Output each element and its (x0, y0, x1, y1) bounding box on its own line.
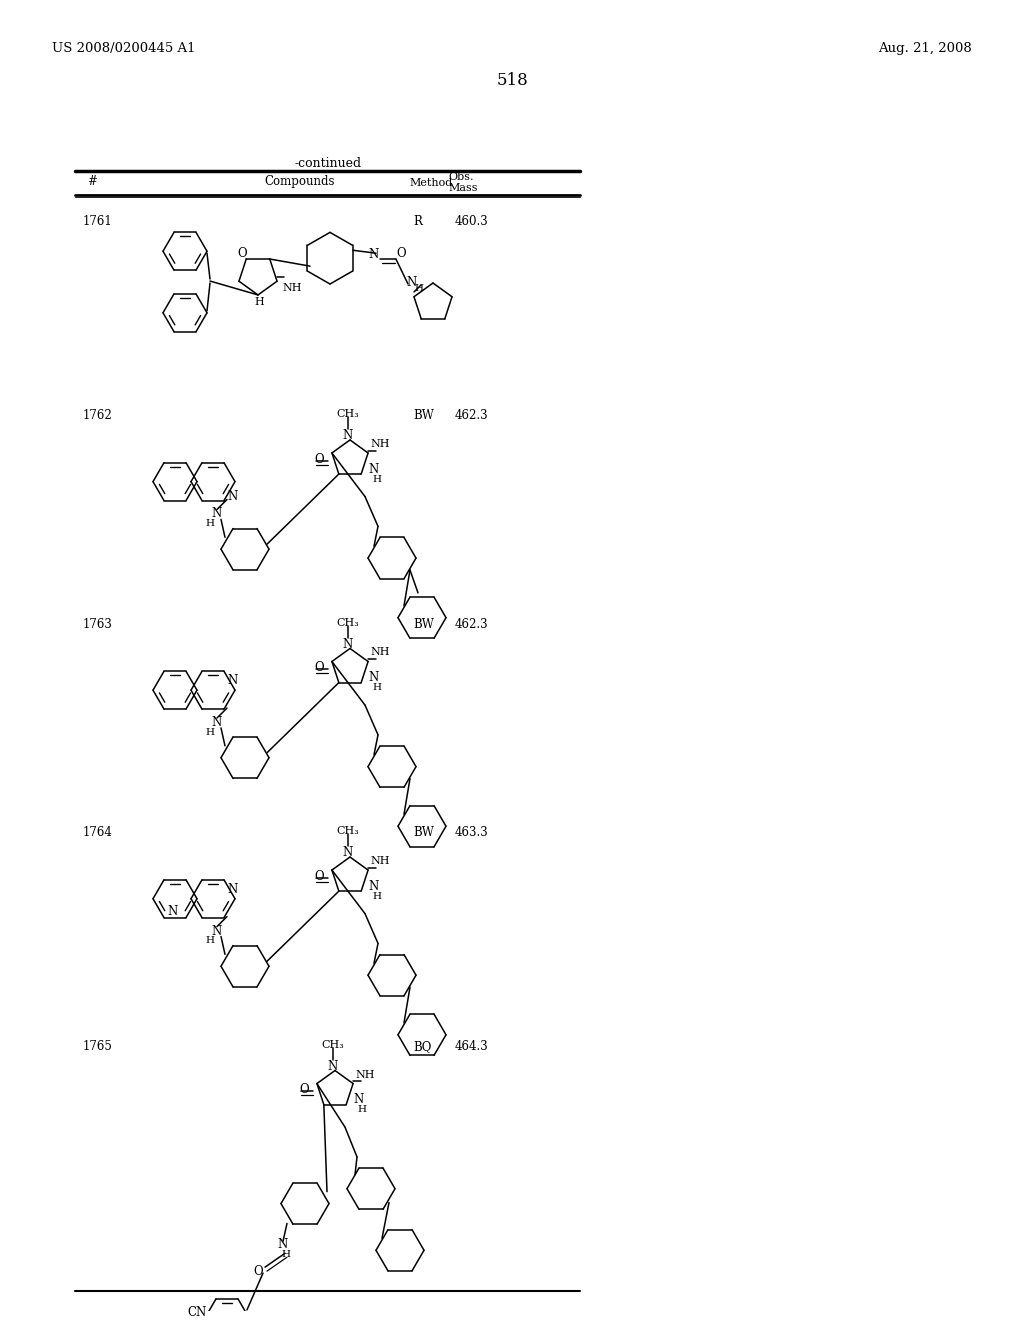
Text: H: H (254, 297, 264, 308)
Text: 460.3: 460.3 (455, 215, 488, 228)
Text: N: N (343, 638, 353, 651)
Text: BQ: BQ (413, 1040, 431, 1053)
Text: 1762: 1762 (83, 409, 113, 422)
Text: BW: BW (413, 618, 434, 631)
Text: -continued: -continued (295, 157, 361, 170)
Text: 462.3: 462.3 (455, 409, 488, 422)
Text: 1763: 1763 (83, 618, 113, 631)
Text: NH: NH (282, 282, 301, 293)
Text: NH: NH (370, 857, 389, 866)
Text: O: O (238, 247, 247, 260)
Text: N: N (211, 507, 221, 520)
Text: N: N (227, 675, 238, 688)
Text: CH₃: CH₃ (337, 618, 359, 628)
Text: O: O (314, 453, 324, 466)
Text: N: N (167, 904, 177, 917)
Text: H: H (357, 1105, 366, 1114)
Text: Aug. 21, 2008: Aug. 21, 2008 (879, 42, 972, 54)
Text: 463.3: 463.3 (455, 826, 488, 840)
Text: H: H (205, 936, 214, 945)
Text: N: N (227, 490, 238, 503)
Text: BW: BW (413, 409, 434, 422)
Text: NH: NH (370, 648, 389, 657)
Text: H: H (372, 684, 381, 692)
Text: NH: NH (355, 1069, 375, 1080)
Text: H: H (281, 1250, 290, 1259)
Text: N: N (343, 846, 353, 859)
Text: N: N (368, 880, 378, 892)
Text: N: N (353, 1093, 364, 1106)
Text: #: # (87, 174, 97, 187)
Text: N: N (368, 463, 378, 475)
Text: N: N (211, 924, 221, 937)
Text: N: N (369, 248, 379, 261)
Text: N: N (227, 883, 238, 896)
Text: 462.3: 462.3 (455, 618, 488, 631)
Text: 1764: 1764 (83, 826, 113, 840)
Text: CH₃: CH₃ (322, 1040, 344, 1049)
Text: O: O (253, 1265, 262, 1278)
Text: H: H (372, 892, 381, 900)
Text: US 2008/0200445 A1: US 2008/0200445 A1 (52, 42, 196, 54)
Text: NH: NH (370, 440, 389, 449)
Text: N: N (343, 429, 353, 442)
Text: CH₃: CH₃ (337, 409, 359, 420)
Text: O: O (396, 247, 406, 260)
Text: 464.3: 464.3 (455, 1040, 488, 1053)
Text: 518: 518 (496, 71, 528, 88)
Text: O: O (299, 1084, 308, 1097)
Text: H: H (414, 284, 423, 293)
Text: N: N (368, 672, 378, 684)
Text: R: R (413, 215, 422, 228)
Text: Compounds: Compounds (265, 174, 335, 187)
Text: O: O (314, 661, 324, 675)
Text: H: H (372, 475, 381, 483)
Text: BW: BW (413, 826, 434, 840)
Text: Obs.: Obs. (449, 172, 473, 182)
Text: O: O (314, 870, 324, 883)
Text: Mass: Mass (449, 182, 477, 193)
Text: CN: CN (187, 1305, 206, 1319)
Text: N: N (278, 1238, 288, 1251)
Text: N: N (211, 715, 221, 729)
Text: Method: Method (409, 178, 453, 187)
Text: 1765: 1765 (83, 1040, 113, 1053)
Text: H: H (205, 727, 214, 737)
Text: N: N (328, 1060, 338, 1073)
Text: N: N (406, 276, 416, 289)
Text: CH₃: CH₃ (337, 826, 359, 837)
Text: 1761: 1761 (83, 215, 113, 228)
Text: H: H (205, 519, 214, 528)
